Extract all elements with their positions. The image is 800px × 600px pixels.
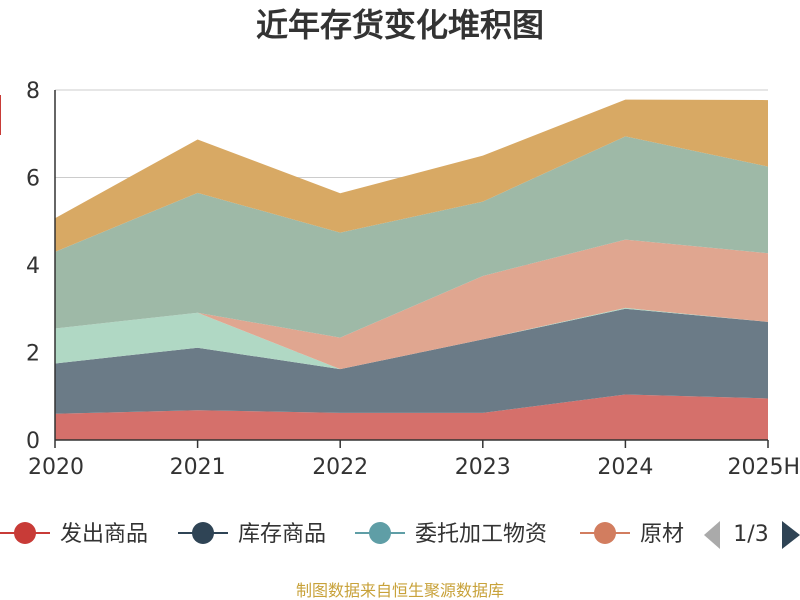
legend-marker (369, 522, 391, 544)
area-series-group (55, 99, 768, 440)
y-tick-label: 6 (26, 167, 40, 192)
x-tick-label: 2025H (727, 455, 800, 480)
legend-item[interactable]: 库存商品 (178, 522, 326, 547)
area-series (55, 99, 768, 252)
x-tick-label: 2021 (170, 455, 226, 480)
y-tick-label: 0 (26, 429, 40, 454)
legend-label: 委托加工物资 (415, 522, 547, 547)
next-page-icon[interactable] (782, 521, 800, 549)
legend-label: 原材 (640, 522, 684, 547)
legend-page-indicator: 1/3 (733, 522, 768, 547)
legend-marker (192, 522, 214, 544)
data-source-note: 制图数据来自恒生聚源数据库 (296, 581, 504, 600)
legend-label: 库存商品 (238, 522, 326, 547)
area-series (55, 239, 768, 370)
legend-pager: 1/3 (690, 510, 800, 556)
prev-page-icon[interactable] (704, 521, 720, 549)
legend: 发出商品 库存商品 委托加工物资 原材 1/3 (0, 510, 800, 556)
legend-item[interactable]: 原材 (580, 522, 684, 547)
y-tick-label: 8 (26, 79, 40, 104)
area-series (55, 307, 768, 370)
legend-item[interactable]: 发出商品 (0, 522, 148, 547)
legend-label: 发出商品 (60, 522, 148, 547)
area-series (55, 394, 768, 440)
chart-title: 近年存货变化堆积图 (256, 6, 544, 44)
y-tick-label: 2 (26, 342, 40, 367)
x-tick-label: 2022 (312, 455, 368, 480)
y-tick-label: 4 (26, 254, 40, 279)
axes: 0 2 4 6 8 2020 2021 2022 2023 2024 2025H (26, 79, 800, 480)
x-tick-label: 2024 (597, 455, 653, 480)
legend-marker (14, 522, 36, 544)
legend-item[interactable]: 委托加工物资 (355, 522, 547, 547)
x-tick-label: 2020 (28, 455, 84, 480)
area-series (55, 136, 768, 338)
x-tick-label: 2023 (455, 455, 511, 480)
area-series (55, 308, 768, 414)
legend-marker (594, 522, 616, 544)
